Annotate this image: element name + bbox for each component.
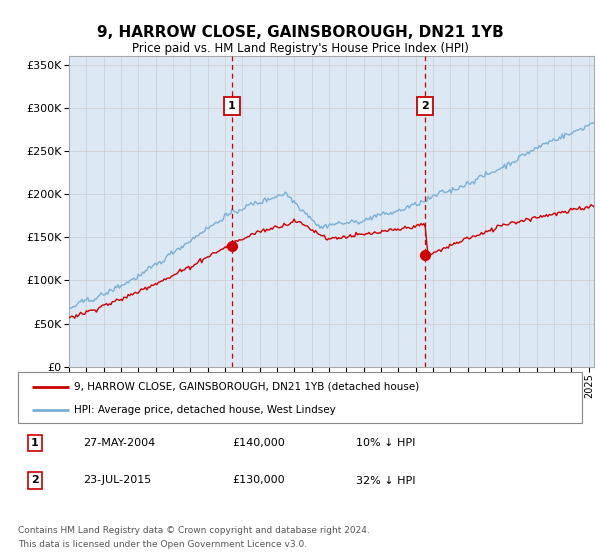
- Text: 10% ↓ HPI: 10% ↓ HPI: [356, 438, 416, 448]
- Text: £130,000: £130,000: [232, 475, 285, 486]
- Text: 23-JUL-2015: 23-JUL-2015: [83, 475, 151, 486]
- Text: HPI: Average price, detached house, West Lindsey: HPI: Average price, detached house, West…: [74, 405, 336, 415]
- Text: 2: 2: [421, 101, 429, 111]
- Text: 2: 2: [31, 475, 39, 486]
- Text: Price paid vs. HM Land Registry's House Price Index (HPI): Price paid vs. HM Land Registry's House …: [131, 42, 469, 55]
- Text: 32% ↓ HPI: 32% ↓ HPI: [356, 475, 416, 486]
- Text: Contains HM Land Registry data © Crown copyright and database right 2024.: Contains HM Land Registry data © Crown c…: [18, 526, 370, 535]
- Text: 9, HARROW CLOSE, GAINSBOROUGH, DN21 1YB: 9, HARROW CLOSE, GAINSBOROUGH, DN21 1YB: [97, 25, 503, 40]
- Text: This data is licensed under the Open Government Licence v3.0.: This data is licensed under the Open Gov…: [18, 540, 307, 549]
- FancyBboxPatch shape: [18, 372, 582, 423]
- Text: 9, HARROW CLOSE, GAINSBOROUGH, DN21 1YB (detached house): 9, HARROW CLOSE, GAINSBOROUGH, DN21 1YB …: [74, 381, 419, 391]
- Text: 27-MAY-2004: 27-MAY-2004: [83, 438, 155, 448]
- Text: £140,000: £140,000: [232, 438, 285, 448]
- Text: 1: 1: [228, 101, 236, 111]
- Text: 1: 1: [31, 438, 39, 448]
